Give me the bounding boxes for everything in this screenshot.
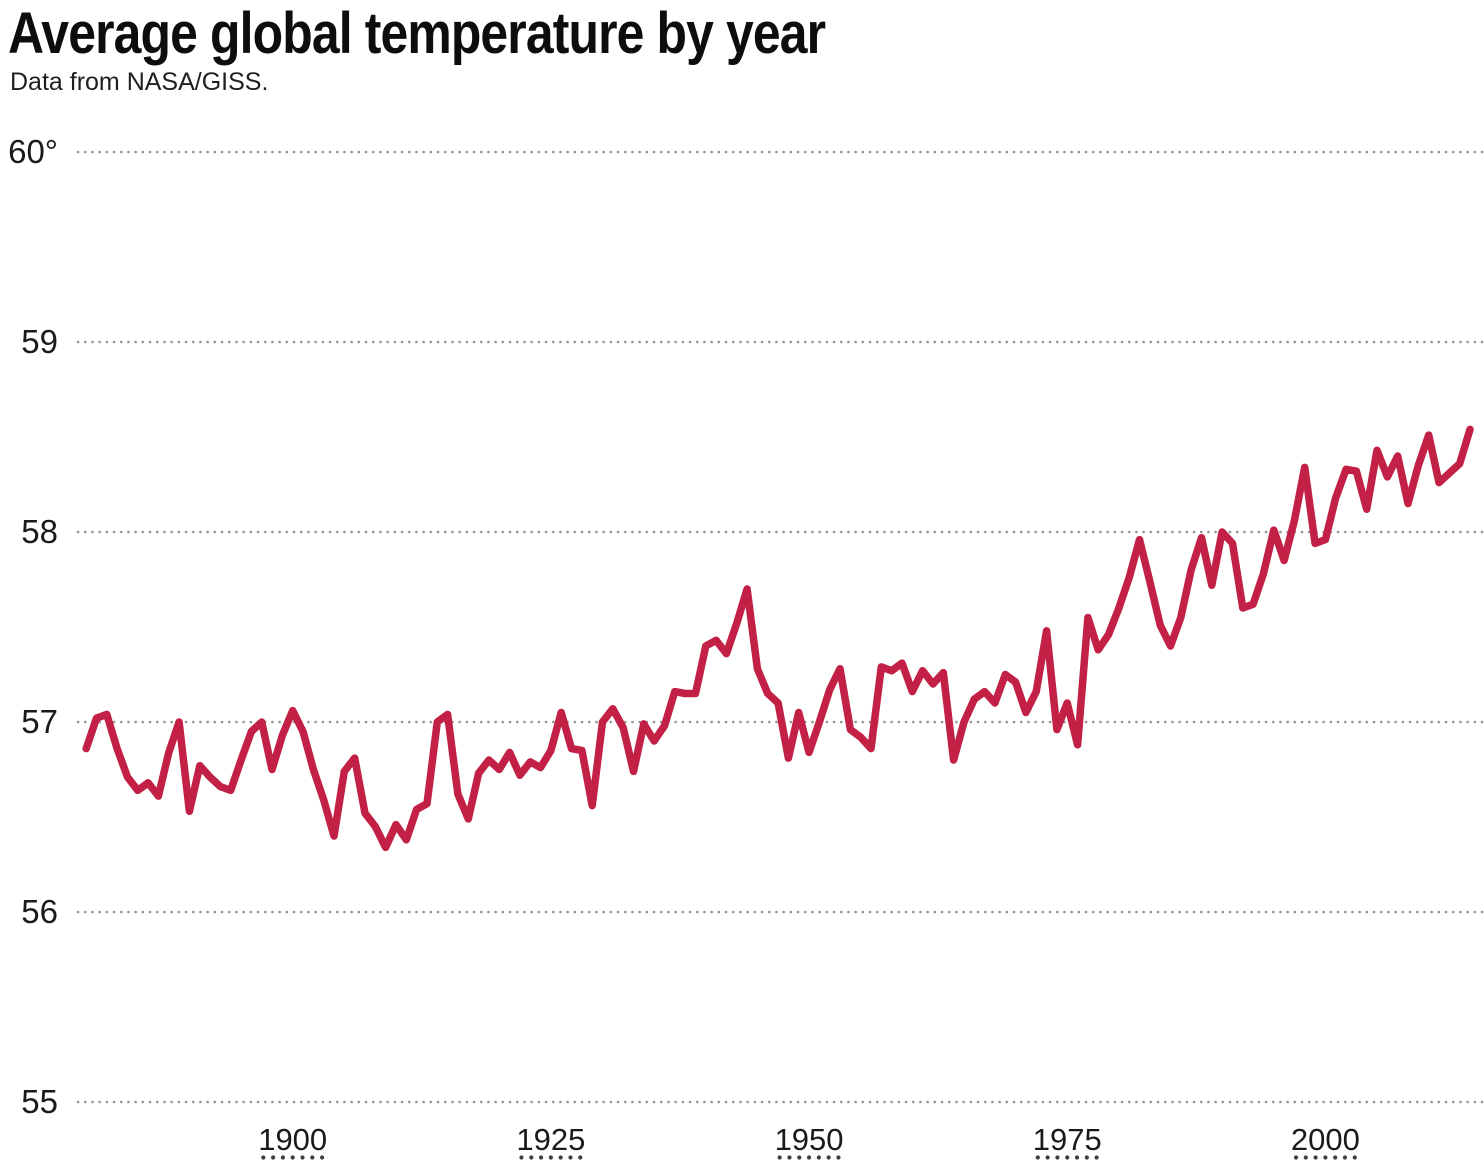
y-tick-label-60: 60°: [8, 133, 58, 170]
x-tick-dot: [777, 1155, 782, 1160]
chart-source-note: Data from NASA/GISS.: [10, 68, 269, 96]
y-tick-label-57: 57: [21, 703, 58, 740]
x-tick-dot: [519, 1155, 524, 1160]
x-tick-dot: [310, 1155, 315, 1160]
x-tick-dot: [261, 1155, 266, 1160]
x-tick-dot: [271, 1155, 276, 1160]
x-tick-dot: [787, 1155, 792, 1160]
x-tick-dot: [538, 1155, 544, 1160]
x-tick-dot: [1084, 1155, 1089, 1160]
x-tick-dot: [290, 1155, 295, 1160]
x-tick-dot: [816, 1155, 821, 1160]
x-tick-dot: [280, 1155, 285, 1160]
x-tick-dot: [300, 1155, 305, 1160]
x-tick-dot: [1323, 1155, 1328, 1160]
x-tick-label-1950: 1950: [775, 1122, 844, 1157]
x-tick-dot: [1055, 1155, 1060, 1160]
x-tick-label-1900: 1900: [258, 1122, 327, 1157]
temperature-line: [82, 425, 1474, 852]
x-tick-dot: [1094, 1155, 1099, 1160]
x-tick-dot: [1035, 1155, 1040, 1160]
y-tick-label-58: 58: [21, 513, 58, 550]
x-tick-dot: [1313, 1155, 1318, 1160]
x-tick-label-1925: 1925: [516, 1122, 585, 1157]
y-tick-label-55: 55: [21, 1083, 58, 1120]
x-tick-dot: [1303, 1155, 1308, 1160]
x-tick-dot: [1333, 1155, 1338, 1160]
x-tick-label-1975: 1975: [1033, 1122, 1102, 1157]
x-tick-dot: [806, 1155, 812, 1160]
x-tick-dot: [1293, 1155, 1299, 1160]
x-tick-dot: [529, 1155, 534, 1160]
x-tick-dot: [836, 1155, 841, 1160]
x-tick-dot: [1045, 1155, 1050, 1160]
x-tick-dot: [578, 1155, 583, 1160]
x-tick-dot: [1065, 1155, 1070, 1160]
x-tick-dot: [320, 1155, 325, 1160]
x-tick-dot: [1342, 1155, 1348, 1160]
x-tick-dot: [548, 1155, 553, 1160]
x-tick-dot: [797, 1155, 802, 1160]
y-tick-label-56: 56: [21, 893, 58, 930]
y-tick-label-59: 59: [21, 323, 58, 360]
x-tick-dot: [1074, 1155, 1080, 1160]
chart-title: Average global temperature by year: [8, 1, 826, 66]
x-tick-dot: [558, 1155, 563, 1160]
x-tick-dot: [568, 1155, 573, 1160]
x-tick-dot: [826, 1155, 831, 1160]
x-tick-label-2000: 2000: [1291, 1122, 1360, 1157]
x-tick-dot: [1352, 1155, 1357, 1160]
